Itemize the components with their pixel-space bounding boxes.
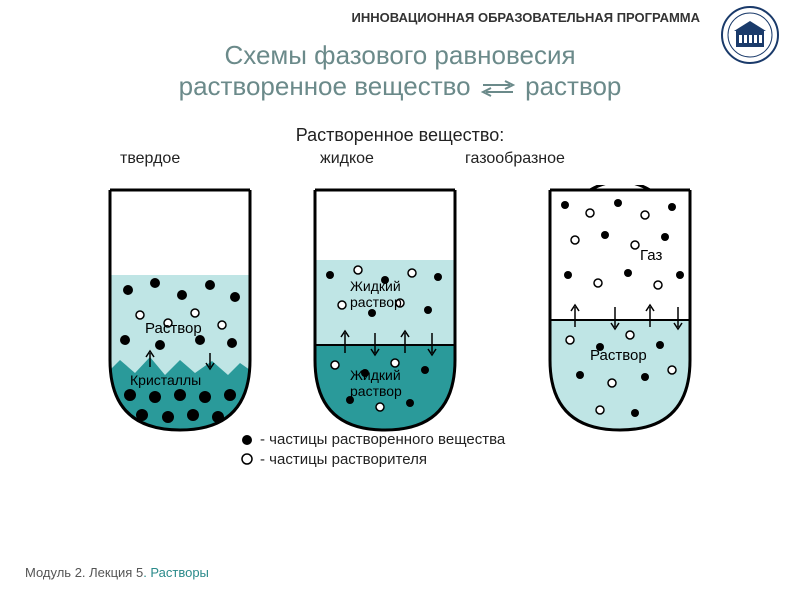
footer-module: Модуль 2. Лекция 5 xyxy=(25,565,143,580)
footer-topic: . Растворы xyxy=(143,565,209,580)
legend: - частицы растворенного вещества - части… xyxy=(240,430,505,469)
title-right: раствор xyxy=(525,71,621,101)
vessel2-lower-label: Жидкийраствор xyxy=(350,367,402,399)
vessel1-crystals-label: Кристаллы xyxy=(130,372,201,388)
program-header: ИННОВАЦИОННАЯ ОБРАЗОВАТЕЛЬНАЯ ПРОГРАММА xyxy=(352,10,700,25)
vessel-gas: Газ Раствор xyxy=(550,185,690,435)
vessel-solid: Раствор Кристаллы xyxy=(110,190,250,435)
vessel3-gas-label: Газ xyxy=(640,247,662,264)
label-gas: газообразное xyxy=(465,150,565,168)
title-line1: Схемы фазового равновесия xyxy=(224,40,575,70)
title-left: растворенное вещество xyxy=(179,71,471,101)
legend-solvent-text: - частицы растворителя xyxy=(260,450,427,470)
equilibrium-arrow-icon xyxy=(478,78,518,98)
vessel3-solution-label: Раствор xyxy=(590,347,647,364)
vessel2-upper-label: Жидкийраствор xyxy=(350,278,402,310)
solute-particle-icon xyxy=(240,433,254,447)
legend-solvent: - частицы растворителя xyxy=(240,450,505,470)
solvent-particle-icon xyxy=(240,452,254,466)
vessel1-solution-label: Раствор xyxy=(145,320,202,337)
legend-solute: - частицы растворенного вещества xyxy=(240,430,505,450)
page-title: Схемы фазового равновесия растворенное в… xyxy=(0,40,800,102)
footer: Модуль 2. Лекция 5. Растворы xyxy=(25,565,209,580)
label-solid: твердое xyxy=(120,150,180,168)
subtitle: Растворенное вещество: xyxy=(0,125,800,146)
label-liquid: жидкое xyxy=(320,150,374,168)
legend-solute-text: - частицы растворенного вещества xyxy=(260,430,505,450)
vessel-liquid: Жидкийраствор Жидкийраствор xyxy=(315,190,455,435)
